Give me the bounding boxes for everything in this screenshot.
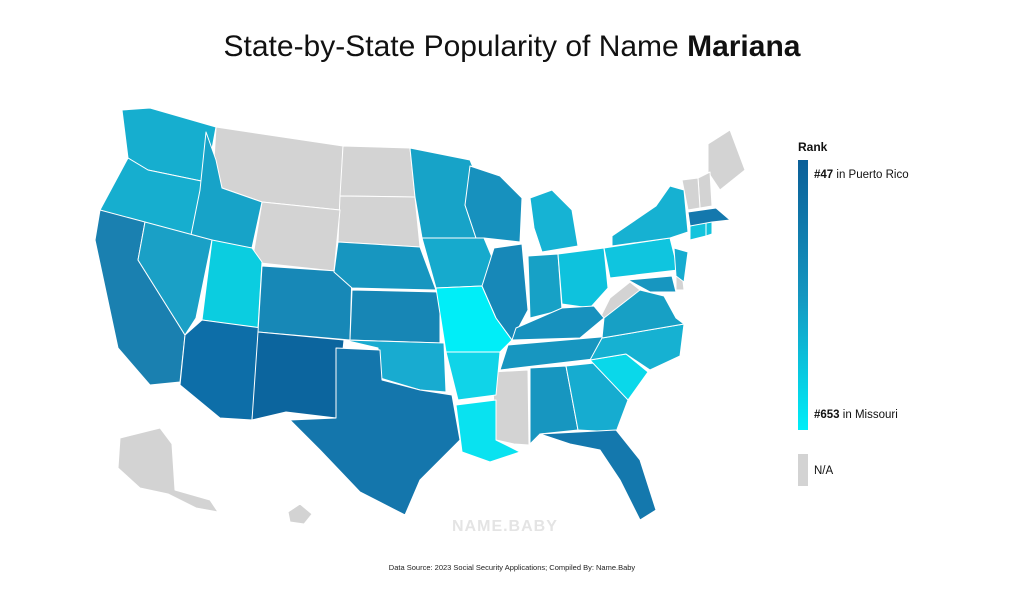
na-swatch — [798, 454, 808, 486]
state-colorado[interactable] — [257, 265, 353, 341]
state-nebraska[interactable] — [333, 241, 437, 291]
legend: Rank #47 in Puerto Rico #653 in Missouri… — [798, 140, 998, 486]
state-new-york[interactable] — [611, 185, 689, 247]
state-maryland[interactable] — [627, 275, 677, 293]
state-maine[interactable] — [707, 129, 746, 191]
state-rhode-island[interactable] — [705, 221, 713, 237]
state-louisiana[interactable] — [455, 399, 521, 463]
legend-top-rank: #47 — [814, 169, 834, 181]
state-ohio[interactable] — [557, 247, 609, 309]
state-florida[interactable] — [539, 429, 657, 521]
state-virginia[interactable] — [601, 289, 685, 339]
legend-bottom-rank: #653 — [814, 409, 840, 421]
state-south-dakota[interactable] — [337, 195, 421, 248]
state-wisconsin[interactable] — [464, 165, 523, 243]
na-label: N/A — [814, 465, 834, 477]
state-alaska[interactable] — [117, 427, 219, 513]
state-nevada[interactable] — [137, 221, 213, 336]
data-source-note: Data Source: 2023 Social Security Applic… — [388, 563, 636, 572]
state-idaho[interactable] — [189, 131, 263, 249]
state-new-jersey[interactable] — [673, 247, 689, 283]
title-prefix: State-by-State Popularity of Name — [223, 30, 679, 63]
legend-top-label: #47 in Puerto Rico — [814, 169, 909, 181]
state-hawaii[interactable] — [287, 503, 313, 525]
state-alabama[interactable] — [529, 365, 579, 445]
watermark-logo: NAME.BABY — [452, 518, 558, 535]
state-arizona[interactable] — [179, 319, 263, 421]
rank-gradient-bar — [798, 160, 808, 430]
state-utah[interactable] — [201, 239, 263, 329]
legend-bottom-place: in Missouri — [842, 409, 898, 421]
legend-top-place: in Puerto Rico — [836, 169, 909, 181]
state-arkansas[interactable] — [445, 351, 501, 401]
state-kansas[interactable] — [349, 289, 441, 344]
state-new-mexico[interactable] — [251, 331, 345, 421]
state-michigan[interactable] — [529, 189, 579, 253]
state-indiana[interactable] — [527, 253, 563, 319]
state-north-dakota[interactable] — [339, 145, 416, 198]
title-name: Mariana — [687, 30, 801, 63]
legend-bottom-label: #653 in Missouri — [814, 409, 898, 421]
legend-title: Rank — [798, 140, 828, 154]
map-title: State-by-State Popularity of Name Marian… — [0, 30, 1024, 64]
state-vermont[interactable] — [681, 177, 701, 211]
state-wyoming[interactable] — [251, 201, 341, 272]
state-texas[interactable] — [289, 347, 461, 516]
state-massachusetts[interactable] — [687, 207, 731, 227]
